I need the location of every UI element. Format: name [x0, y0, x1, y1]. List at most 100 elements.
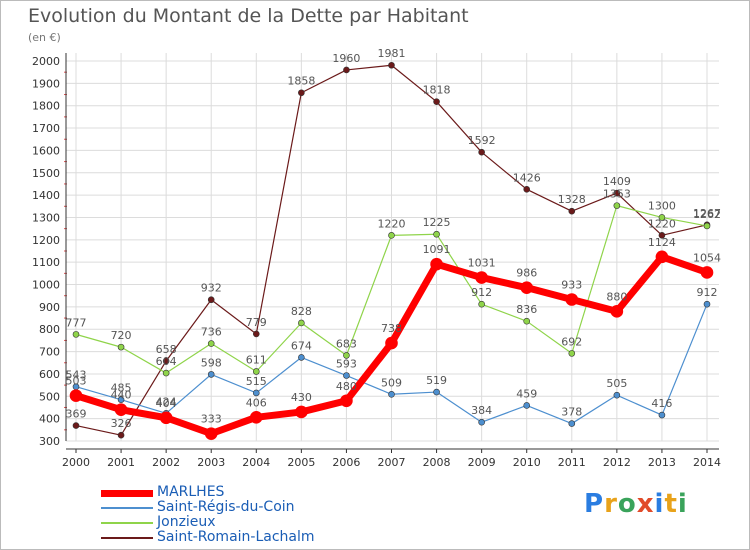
data-point-saint-romain-lachalm	[613, 189, 621, 197]
data-label-saint-regis-du-coin: 598	[201, 356, 222, 369]
legend-label: MARLHES	[157, 484, 225, 500]
x-tick-label: 2005	[287, 456, 315, 469]
x-tick-label: 2010	[513, 456, 541, 469]
data-label-saint-regis-du-coin: 912	[697, 286, 718, 299]
data-label-saint-regis-du-coin: 543	[66, 369, 87, 382]
data-point-marlhes	[700, 266, 714, 279]
y-tick-label: 1600	[32, 144, 60, 157]
chart-subtitle: (en €)	[28, 31, 61, 44]
data-point-saint-regis-du-coin	[117, 396, 125, 403]
data-label-marlhes: 1124	[648, 236, 676, 249]
data-label-jonzieux: 604	[156, 355, 177, 368]
legend-label: Saint-Romain-Lachalm	[157, 529, 315, 545]
data-point-marlhes	[204, 427, 218, 440]
data-point-saint-romain-lachalm	[117, 431, 125, 439]
data-label-marlhes: 406	[246, 396, 267, 409]
data-point-marlhes	[340, 394, 353, 408]
data-point-saint-regis-du-coin	[252, 389, 260, 397]
data-point-jonzieux	[252, 368, 260, 375]
data-point-jonzieux	[72, 331, 80, 338]
data-label-marlhes: 430	[291, 391, 312, 404]
data-point-jonzieux	[478, 300, 485, 308]
data-point-marlhes	[114, 403, 128, 417]
data-label-saint-regis-du-coin: 505	[606, 377, 627, 390]
x-tick-label: 2009	[468, 456, 496, 469]
data-point-saint-romain-lachalm	[72, 422, 80, 429]
x-tick-label: 2001	[107, 456, 135, 469]
x-tick-label: 2003	[197, 456, 225, 469]
data-label-saint-romain-lachalm: 779	[246, 316, 267, 329]
data-point-saint-romain-lachalm	[658, 232, 666, 239]
data-point-saint-romain-lachalm	[298, 89, 305, 97]
data-point-saint-romain-lachalm	[207, 296, 215, 304]
data-label-jonzieux: 736	[201, 326, 222, 339]
data-label-saint-regis-du-coin: 515	[246, 375, 267, 388]
x-tick-label: 2012	[603, 456, 631, 469]
data-point-saint-regis-du-coin	[478, 418, 485, 426]
data-label-marlhes: 986	[516, 267, 537, 280]
data-point-saint-romain-lachalm	[478, 148, 485, 156]
data-label-jonzieux: 611	[246, 353, 267, 366]
data-point-jonzieux	[207, 340, 215, 347]
data-point-jonzieux	[703, 222, 711, 230]
data-point-saint-regis-du-coin	[207, 371, 215, 378]
data-point-jonzieux	[388, 232, 395, 239]
legend-swatch	[101, 507, 153, 509]
y-tick-label: 600	[39, 368, 60, 381]
y-tick-label: 1300	[32, 211, 60, 224]
y-tick-label: 1100	[32, 256, 60, 269]
x-tick-label: 2004	[242, 456, 270, 469]
data-point-marlhes	[520, 281, 534, 294]
data-point-saint-romain-lachalm	[433, 98, 440, 105]
data-point-jonzieux	[162, 369, 170, 377]
data-label-saint-romain-lachalm: 1592	[468, 134, 496, 147]
data-label-marlhes: 933	[561, 279, 582, 292]
y-tick-label: 1400	[32, 189, 60, 202]
data-label-jonzieux: 912	[471, 286, 492, 299]
x-tick-label: 2002	[152, 456, 180, 469]
data-label-jonzieux: 777	[66, 316, 87, 329]
data-point-saint-romain-lachalm	[162, 357, 170, 365]
data-label-jonzieux: 1353	[603, 188, 631, 201]
data-point-saint-romain-lachalm	[388, 61, 395, 69]
data-label-marlhes: 480	[336, 380, 357, 393]
x-tick-label: 2011	[558, 456, 586, 469]
data-point-saint-romain-lachalm	[523, 186, 531, 193]
data-point-saint-regis-du-coin	[568, 420, 576, 427]
data-label-marlhes: 440	[111, 389, 132, 402]
data-point-marlhes	[159, 411, 173, 425]
data-point-saint-regis-du-coin	[343, 372, 350, 379]
y-tick-label: 1900	[32, 77, 60, 90]
data-label-jonzieux: 1300	[648, 199, 676, 212]
data-point-saint-regis-du-coin	[613, 391, 621, 399]
data-point-saint-romain-lachalm	[343, 66, 350, 74]
data-point-jonzieux	[343, 352, 350, 359]
data-label-saint-romain-lachalm: 369	[66, 408, 87, 421]
data-label-marlhes: 1031	[468, 257, 496, 270]
data-label-saint-regis-du-coin: 509	[381, 376, 402, 389]
data-label-jonzieux: 683	[336, 337, 357, 350]
y-tick-label: 1000	[32, 279, 60, 292]
legend-label: Saint-Régis-du-Coin	[157, 499, 295, 515]
data-label-marlhes: 1054	[693, 251, 721, 264]
data-label-saint-regis-du-coin: 416	[651, 397, 672, 410]
data-label-marlhes: 404	[156, 397, 177, 410]
data-point-marlhes	[610, 305, 624, 318]
data-point-saint-regis-du-coin	[703, 300, 711, 308]
data-label-jonzieux: 836	[516, 303, 537, 316]
legend-swatch	[101, 537, 153, 539]
data-label-saint-romain-lachalm: 1960	[332, 52, 360, 65]
data-point-saint-regis-du-coin	[298, 354, 305, 361]
x-tick-label: 2013	[648, 456, 676, 469]
chart-title: Evolution du Montant de la Dette par Hab…	[28, 5, 469, 27]
x-tick-label: 2007	[378, 456, 406, 469]
y-tick-label: 300	[39, 435, 60, 448]
data-point-saint-regis-du-coin	[433, 388, 440, 396]
data-point-jonzieux	[433, 230, 440, 238]
data-label-saint-romain-lachalm: 658	[156, 343, 177, 356]
legend-swatch	[101, 489, 153, 497]
data-label-saint-regis-du-coin: 424	[156, 395, 177, 408]
data-point-jonzieux	[298, 319, 305, 327]
data-label-saint-regis-du-coin: 459	[516, 387, 537, 400]
